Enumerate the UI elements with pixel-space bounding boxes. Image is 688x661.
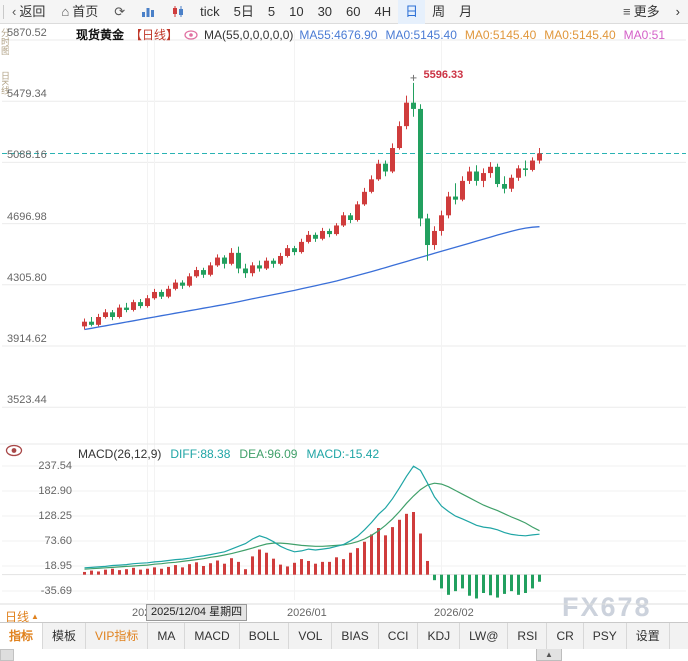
period-strip: 5日 5 10 30 60 4H 日周月 — [227, 0, 480, 24]
refresh-icon: ⟳ — [114, 3, 126, 19]
main-y-label: 4696.98 — [7, 210, 47, 223]
visibility-eye-icon[interactable] — [184, 29, 198, 40]
macd-y-label: 18.95 — [44, 560, 72, 572]
period-button-tick[interactable]: tick — [200, 3, 220, 19]
tab-CR[interactable]: CR — [547, 623, 584, 649]
bar-chart-icon — [142, 8, 155, 17]
menu-icon: ≡ — [623, 3, 631, 19]
period-tag: 【日线】 — [130, 28, 179, 42]
watermark: FX678 — [562, 592, 652, 622]
more-button[interactable]: ≡ 更多 — [615, 0, 668, 24]
macd-header: MACD(26,12,9) DIFF:88.38 DEA:96.09 MACD:-1… — [78, 447, 379, 461]
instrument-title: 现货黄金 — [76, 28, 125, 42]
period-button-30[interactable]: 30 — [317, 3, 333, 19]
tab-VIP指标[interactable]: VIP指标 — [86, 623, 149, 649]
tab-MACD[interactable]: MACD — [185, 623, 240, 649]
tab-MA[interactable]: MA — [148, 623, 186, 649]
period-button-周[interactable]: 周 — [432, 3, 446, 19]
toolbar-overflow-chevron[interactable]: › — [675, 3, 680, 19]
tab-BOLL[interactable]: BOLL — [239, 623, 290, 649]
corner-tool-box[interactable] — [0, 649, 14, 661]
back-button[interactable]: ‹ 返回 — [4, 0, 53, 24]
period-button-日[interactable]: 日 — [398, 0, 426, 24]
tab-指标[interactable]: 指标 — [0, 623, 44, 649]
period-button-5日[interactable]: 5日 — [233, 3, 254, 19]
macd-y-label: 128.25 — [38, 510, 72, 522]
top-toolbar: ‹ 返回 ⌂ 首页 ⟳ tick 5日 5 10 30 60 4H 日周月 ≡ 更多 › — [0, 0, 688, 24]
home-button[interactable]: ⌂ 首页 — [53, 0, 106, 24]
ma-value: MA0:5145.40 — [544, 27, 616, 42]
macd-value: DEA:96.09 — [239, 447, 298, 461]
x-axis-label: 2026/01 — [287, 607, 327, 619]
sidebar-vertical-tab[interactable]: 日K线 — [0, 71, 9, 96]
ma-values: MA55:4676.90 MA0:5145.40 MA0:5145.40 MA0:51… — [299, 28, 665, 42]
main-y-label: 5088.16 — [7, 149, 47, 162]
period-button-10[interactable]: 10 — [289, 3, 304, 19]
macd-formula: MACD(26,12,9) — [78, 447, 162, 461]
home-icon: ⌂ — [61, 3, 70, 19]
main-y-label: 3914.62 — [7, 333, 47, 345]
macd-y-label: 237.54 — [38, 460, 72, 472]
main-y-label: 5479.34 — [7, 88, 47, 101]
tab-PSY[interactable]: PSY — [583, 623, 627, 649]
tab-LW@[interactable]: LW@ — [460, 623, 509, 649]
chevron-up-icon: ▲ — [31, 612, 39, 621]
tab-CCI[interactable]: CCI — [378, 623, 419, 649]
high-price-label: 5596.33 — [423, 68, 464, 81]
back-icon: ‹ — [12, 3, 17, 19]
macd-values: DIFF:88.38 DEA:96.09 MACD:-15.42 — [170, 447, 379, 461]
period-button-4H[interactable]: 4H — [374, 3, 392, 19]
macd-y-label: -35.69 — [40, 585, 72, 597]
crosshair-date-box: 2025/12/04 星期四 — [146, 604, 248, 621]
candle-chart-icon — [173, 6, 184, 17]
triangle-up-icon: ▲ — [545, 650, 553, 659]
macd-y-label: 73.60 — [44, 535, 72, 547]
toolbar-divider — [3, 4, 4, 19]
period-button-5[interactable]: 5 — [267, 3, 276, 19]
macd-y-label: 182.90 — [38, 485, 72, 497]
ma-value: MA0:5145.40 — [464, 27, 537, 42]
tab-BIAS[interactable]: BIAS — [332, 623, 379, 649]
tab-KDJ[interactable]: KDJ — [418, 623, 461, 649]
tab-RSI[interactable]: RSI — [508, 623, 548, 649]
bar-chart-type-button[interactable] — [133, 0, 163, 24]
panel-collapse-handle[interactable]: ▲ — [536, 649, 562, 661]
macd-value: DIFF:88.38 — [170, 447, 231, 461]
period-dropdown[interactable]: 日线 ▲ — [5, 610, 39, 624]
ma-value: MA0:5145.40 — [385, 27, 457, 42]
indicator-tabbar: 指标 模板 VIP指标 MA MACD BOLL VOL BIAS CCI KDJ LW@ RSI CR… — [0, 622, 688, 649]
tab-VOL[interactable]: VOL — [289, 623, 333, 649]
chart-header: 现货黄金 【日线】 MA(55,0,0,0,0,0) MA55:4676.90 M… — [76, 27, 688, 43]
refresh-button[interactable]: ⟳ — [106, 0, 133, 24]
candle-chart-type-button[interactable] — [163, 0, 193, 24]
period-button-月[interactable]: 月 — [459, 3, 473, 19]
main-y-label: 5870.52 — [7, 27, 47, 39]
ma-value: MA0:51 — [623, 27, 666, 42]
x-axis-label: 2026/02 — [434, 607, 474, 619]
sidebar-vertical-tab[interactable]: 分时图 — [0, 28, 9, 55]
x-axis-label: 202 — [132, 607, 151, 619]
macd-value: MACD:-15.42 — [306, 447, 380, 461]
left-sidebar-strip: 分时图日K线 — [0, 28, 9, 588]
ma-value: MA55:4676.90 — [299, 27, 378, 42]
tab-设置[interactable]: 设置 — [626, 623, 670, 649]
main-y-label: 3523.44 — [7, 394, 47, 407]
main-y-label: 4305.80 — [7, 271, 47, 284]
tab-模板[interactable]: 模板 — [43, 623, 87, 649]
eye-icon[interactable] — [5, 444, 23, 462]
ma-formula: MA(55,0,0,0,0,0) — [204, 27, 294, 42]
period-button-60[interactable]: 60 — [346, 3, 361, 19]
